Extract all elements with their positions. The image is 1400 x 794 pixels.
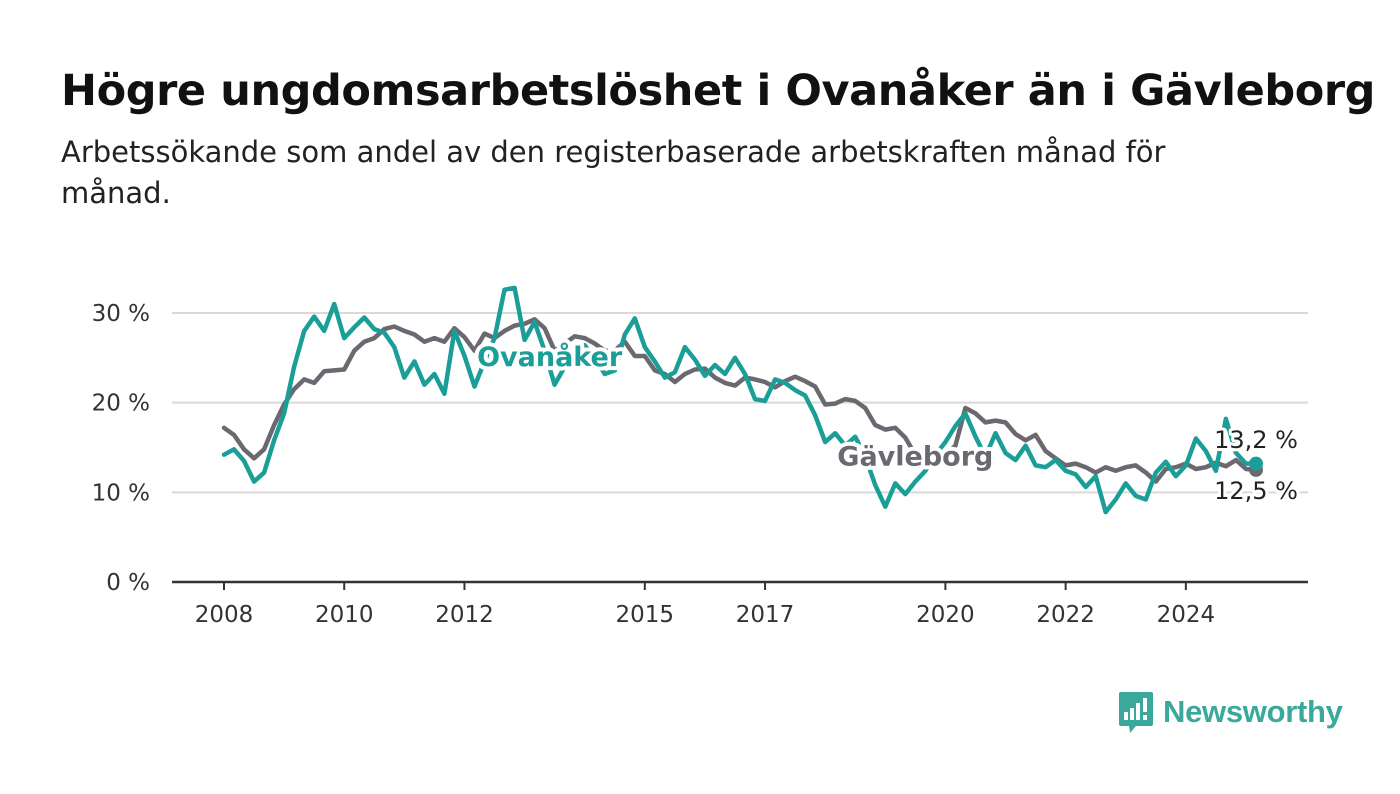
logo-text: Newsworthy (1163, 694, 1343, 729)
chart-subtitle: Arbetssökande som andel av den registerb… (61, 135, 1166, 210)
series-label-ovanaker-halo: Ovanåker (477, 341, 623, 373)
chart-title: Högre ungdomsarbetslöshet i Ovanåker än … (61, 66, 1376, 116)
x-tick-label: 2012 (435, 602, 494, 628)
series-end-point (1249, 456, 1263, 471)
series-line-gavleborg (221, 317, 1259, 484)
x-tick-label: 2015 (616, 602, 675, 628)
x-tick-label: 2020 (916, 602, 975, 628)
series-label-gavleborg-halo: Gävleborg (837, 441, 993, 472)
series-label-gavleborg: Gävleborg (837, 441, 993, 472)
axes: 0 % 10 % 20 % 30 % 2008 2010 2012 2015 2017 2020 2… (92, 301, 1308, 628)
series-label-ovanaker: Ovanåker (477, 341, 623, 373)
y-tick-label: 10 % (92, 480, 150, 506)
series-lines (221, 285, 1263, 515)
y-tick-label: 30 % (92, 301, 150, 327)
y-tick-label: 20 % (92, 391, 150, 417)
x-tick-label: 2017 (736, 602, 795, 628)
x-tick-label: 2024 (1157, 602, 1216, 628)
end-label-gavleborg-halo: 12,5 % (1214, 477, 1298, 505)
end-label-ovanaker: 13,2 % (1214, 426, 1298, 454)
end-label-gavleborg: 12,5 % (1214, 477, 1298, 505)
newsworthy-logo: Newsworthy (1118, 690, 1343, 734)
bar-chart-speech-bubble-icon (1119, 692, 1153, 733)
x-tick-label: 2008 (195, 602, 254, 628)
x-tick-label: 2010 (315, 602, 374, 628)
series-line-ovanaker (221, 285, 1259, 515)
y-tick-label: 0 % (106, 570, 150, 596)
x-tick-label: 2022 (1036, 602, 1095, 628)
end-label-ovanaker-halo: 13,2 % (1214, 426, 1298, 454)
